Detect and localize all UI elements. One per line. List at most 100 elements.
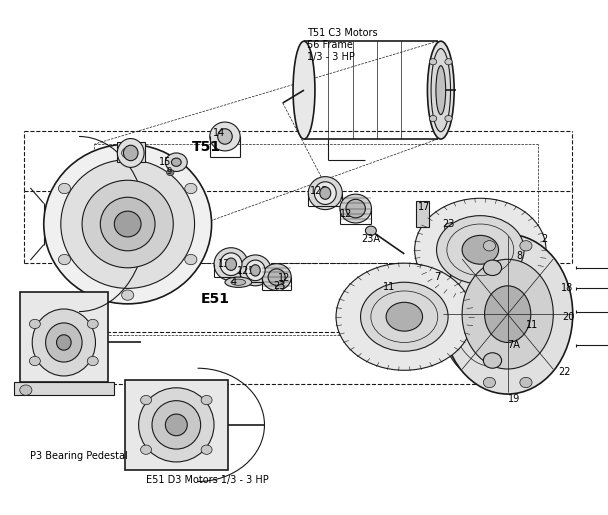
Circle shape	[445, 59, 452, 65]
Circle shape	[483, 260, 502, 276]
Ellipse shape	[439, 245, 546, 383]
Ellipse shape	[415, 198, 546, 301]
Circle shape	[88, 319, 98, 329]
Ellipse shape	[117, 139, 144, 167]
Text: 1: 1	[131, 209, 137, 219]
Text: 4: 4	[231, 277, 237, 287]
Text: 2: 2	[541, 234, 547, 245]
Text: 7A: 7A	[508, 340, 520, 350]
Text: E51: E51	[201, 291, 230, 306]
Ellipse shape	[123, 145, 138, 161]
Text: 23: 23	[443, 219, 455, 229]
Circle shape	[185, 183, 197, 194]
Ellipse shape	[436, 66, 446, 115]
Bar	[117, 142, 145, 162]
Ellipse shape	[246, 260, 265, 281]
Circle shape	[29, 356, 40, 366]
Text: 8: 8	[517, 251, 523, 261]
Ellipse shape	[336, 263, 472, 370]
Text: 11: 11	[526, 320, 538, 331]
Text: 7: 7	[435, 272, 441, 282]
Ellipse shape	[32, 309, 95, 376]
Ellipse shape	[443, 234, 573, 394]
Text: 125: 125	[237, 266, 255, 276]
Circle shape	[58, 254, 71, 265]
Ellipse shape	[152, 401, 201, 449]
Ellipse shape	[57, 335, 71, 350]
Ellipse shape	[386, 302, 423, 331]
Circle shape	[429, 115, 437, 122]
Circle shape	[88, 356, 98, 366]
Ellipse shape	[240, 255, 271, 286]
Circle shape	[58, 183, 71, 194]
Circle shape	[445, 115, 452, 122]
Bar	[125, 380, 228, 470]
Ellipse shape	[210, 122, 240, 151]
Circle shape	[483, 353, 502, 368]
Text: 19: 19	[508, 394, 520, 404]
Ellipse shape	[100, 197, 155, 251]
Circle shape	[140, 445, 151, 454]
Circle shape	[29, 319, 40, 329]
Ellipse shape	[431, 48, 451, 132]
Ellipse shape	[114, 211, 141, 237]
Ellipse shape	[437, 216, 524, 284]
Ellipse shape	[340, 194, 371, 223]
Text: 125: 125	[310, 185, 328, 196]
Ellipse shape	[250, 265, 260, 276]
Ellipse shape	[44, 144, 212, 304]
Bar	[19, 293, 108, 382]
Ellipse shape	[462, 260, 553, 369]
Text: E51 D3 Motors 1/3 - 3 HP: E51 D3 Motors 1/3 - 3 HP	[146, 475, 269, 485]
Circle shape	[429, 59, 437, 65]
Text: 22: 22	[558, 367, 571, 377]
Ellipse shape	[214, 248, 248, 281]
Text: 23: 23	[274, 281, 286, 291]
Text: 23A: 23A	[361, 234, 380, 245]
Ellipse shape	[231, 279, 246, 285]
Circle shape	[122, 290, 134, 300]
Ellipse shape	[346, 199, 365, 218]
Ellipse shape	[220, 253, 242, 276]
Ellipse shape	[293, 41, 315, 139]
Ellipse shape	[268, 269, 285, 285]
Ellipse shape	[320, 187, 331, 199]
Text: 15: 15	[159, 157, 171, 167]
Text: T51: T51	[192, 140, 221, 154]
Text: 9: 9	[167, 167, 171, 176]
Ellipse shape	[427, 41, 454, 139]
Circle shape	[520, 241, 532, 251]
Ellipse shape	[171, 158, 181, 166]
Bar	[416, 201, 429, 227]
Circle shape	[444, 223, 455, 232]
Circle shape	[201, 445, 212, 454]
Circle shape	[185, 254, 197, 265]
Circle shape	[122, 148, 134, 158]
Ellipse shape	[139, 388, 214, 462]
Circle shape	[140, 396, 151, 405]
Circle shape	[20, 385, 32, 396]
Ellipse shape	[262, 264, 291, 290]
Ellipse shape	[225, 277, 252, 287]
Ellipse shape	[308, 177, 342, 210]
Text: 11: 11	[383, 282, 395, 293]
Ellipse shape	[46, 323, 82, 362]
Ellipse shape	[165, 153, 187, 171]
Circle shape	[275, 283, 284, 290]
Text: 135: 135	[218, 259, 236, 269]
Text: 14: 14	[213, 128, 225, 138]
Ellipse shape	[361, 282, 448, 351]
Ellipse shape	[314, 182, 336, 204]
Ellipse shape	[485, 286, 531, 342]
Ellipse shape	[165, 414, 187, 436]
Text: 12: 12	[340, 209, 353, 219]
Ellipse shape	[365, 226, 376, 235]
Ellipse shape	[218, 129, 232, 144]
Circle shape	[520, 377, 532, 388]
Circle shape	[483, 241, 496, 251]
Circle shape	[201, 396, 212, 405]
Ellipse shape	[61, 160, 195, 288]
Ellipse shape	[226, 258, 237, 270]
Text: 12: 12	[278, 273, 291, 283]
Ellipse shape	[82, 180, 173, 268]
